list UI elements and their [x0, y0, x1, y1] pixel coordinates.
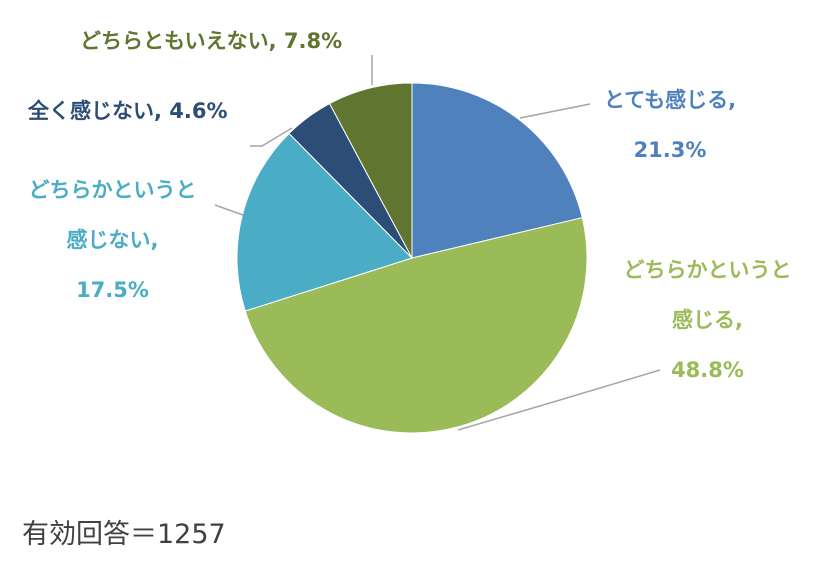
data-label: 全く感じない, 4.6% [28, 86, 228, 136]
label-value: 4.6% [169, 99, 228, 123]
data-label: どちらかというと感じない, 17.5% [20, 165, 205, 315]
pie-slice [236, 132, 413, 312]
label-name: どちらともいえない, [80, 29, 277, 53]
label-value: 7.8% [283, 29, 343, 53]
data-label: どちらかというと感じる, 48.8% [620, 245, 795, 395]
pie-slice [411, 82, 583, 259]
data-label: どちらともいえない, 7.8% [80, 16, 342, 66]
leader-line [250, 127, 293, 147]
label-name: 全く感じない, [28, 99, 162, 123]
leader-line [519, 103, 591, 119]
pie-slice [328, 82, 413, 259]
leader-line [214, 204, 244, 216]
label-name: どちらかというと感じる, [623, 258, 792, 332]
pie-slice [244, 217, 588, 434]
data-label: とても感じる, 21.3% [585, 75, 755, 175]
label-value: 17.5% [76, 278, 149, 302]
label-value: 21.3% [633, 138, 707, 162]
note: 有効回答＝1257 [22, 519, 226, 550]
leader-line [457, 369, 661, 431]
label-name: どちらかというと感じない, [28, 178, 197, 252]
label-value: 48.8% [671, 358, 744, 382]
label-name: とても感じる, [603, 88, 737, 112]
